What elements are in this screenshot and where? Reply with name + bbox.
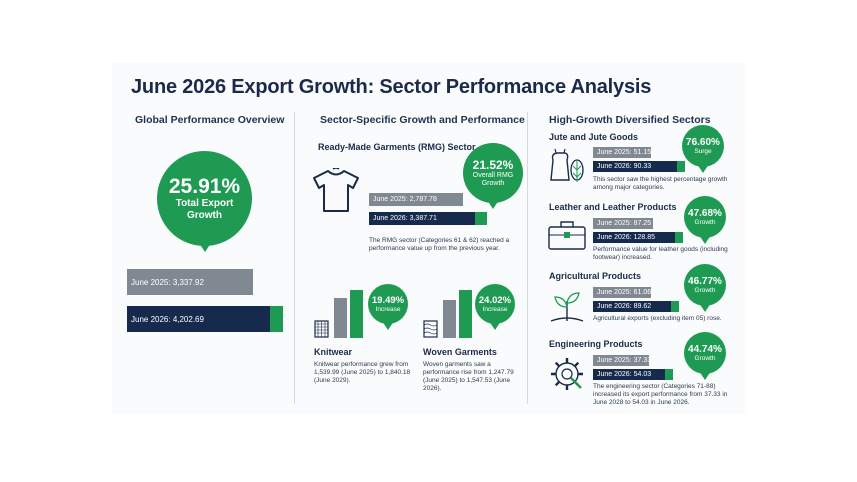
rmg-growth-badge: 21.52% Overall RMG Growth [463, 143, 523, 209]
total-growth-badge: 25.91% Total Export Growth [157, 151, 252, 252]
jute-growth-label: Surge [694, 147, 712, 155]
woven-growth-label: Increase [482, 305, 508, 313]
knitwear-bar-2026 [350, 290, 363, 338]
agri-bar-2026-label: June 2026: 89.62 [597, 303, 652, 310]
page-title: June 2026 Export Growth: Sector Performa… [131, 76, 652, 98]
leather-title: Leather and Leather Products [549, 202, 677, 212]
woven-growth-badge: 24.02% Increase [475, 284, 515, 330]
jute-note: This sector saw the highest percentage g… [593, 176, 728, 191]
eng-growth-percent: 44.74% [688, 343, 722, 355]
rmg-bar-2025: June 2025: 2,787.78 [369, 193, 463, 206]
agri-growth-badge: 46.77% Growth [684, 264, 726, 312]
leather-bar-2025: June 2025: 87.25 [593, 218, 653, 229]
leather-growth-badge: 47.68% Growth [684, 196, 726, 244]
rmg-growth-percent: 21.52% [472, 157, 514, 172]
jute-bar-2026: June 2026: 90.33 [593, 161, 685, 172]
column-divider [527, 112, 528, 404]
rmg-bar-2026: June 2026: 3,387.71 [369, 212, 487, 225]
rmg-growth-label: Overall RMG Growth [472, 171, 514, 187]
eng-growth-label: Growth [694, 354, 716, 362]
global-bar-2026: June 2026: 4,202.69 [127, 306, 283, 332]
section-heading-high: High-Growth Diversified Sectors [549, 114, 711, 126]
woven-fabric-icon [423, 320, 438, 338]
knitwear-growth-label: Increase [375, 305, 401, 313]
jute-bar-2025: June 2025: 51.15 [593, 147, 651, 158]
rmg-heading: Ready-Made Garments (RMG) Sector [318, 142, 476, 152]
rmg-bar-2026-label: June 2026: 3,387.71 [373, 215, 437, 222]
knit-fabric-icon [314, 320, 329, 338]
leather-bar-2026-label: June 2026: 128.85 [597, 234, 655, 241]
jute-bar-2025-label: June 2025: 51.15 [597, 149, 652, 156]
agri-growth-percent: 46.77% [688, 275, 722, 287]
knitwear-note: Knitwear performance grew from 1,539.99 … [314, 361, 411, 384]
tshirt-icon [313, 168, 359, 212]
eng-bar-2025: June 2025: 37.33 [593, 355, 652, 366]
jute-growth-percent: 76.60% [686, 136, 720, 148]
total-growth-label: Total Export Growth [175, 197, 234, 221]
eng-bar-2026-label: June 2026: 54.03 [597, 371, 652, 378]
woven-bar-2025 [443, 300, 456, 338]
eng-bar-2025-label: June 2025: 37.33 [597, 357, 652, 364]
agri-bar-2025-label: June 2025: 61.06 [597, 289, 652, 296]
knitwear-growth-badge: 19.49% Increase [368, 284, 408, 330]
knitwear-growth-percent: 19.49% [371, 294, 405, 306]
jute-bar-2026-label: June 2026: 90.33 [597, 163, 652, 170]
woven-title: Woven Garments [423, 347, 497, 357]
global-bar-2025: June 2025: 3,337.92 [127, 269, 253, 295]
section-heading-sector: Sector-Specific Growth and Performance [320, 114, 525, 126]
total-growth-percent: 25.91% [168, 174, 241, 198]
knitwear-title: Knitwear [314, 347, 353, 357]
eng-title: Engineering Products [549, 339, 643, 349]
jute-sack-icon [550, 148, 584, 182]
leather-growth-percent: 47.68% [688, 207, 722, 219]
section-heading-global: Global Performance Overview [135, 114, 285, 126]
eng-bar-2026: June 2026: 54.03 [593, 369, 673, 380]
woven-bar-2026 [459, 290, 472, 338]
woven-note: Woven garments saw a performance rise fr… [423, 361, 514, 392]
briefcase-icon [548, 221, 586, 250]
rmg-note: The RMG sector (Categories 61 & 62) reac… [369, 237, 510, 252]
eng-growth-badge: 44.74% Growth [684, 332, 726, 380]
gear-wrench-icon [551, 358, 583, 390]
rmg-bar-2025-label: June 2025: 2,787.78 [373, 196, 437, 203]
leather-note: Performance value for leather goods (inc… [593, 246, 728, 261]
column-divider [294, 112, 295, 404]
leather-growth-label: Growth [694, 218, 716, 226]
agri-bar-2025: June 2025: 61.06 [593, 287, 651, 298]
jute-growth-badge: 76.60% Surge [682, 125, 724, 173]
woven-growth-percent: 24.02% [478, 294, 512, 306]
global-bar-2025-label: June 2025: 3,337.92 [131, 277, 204, 287]
jute-title: Jute and Jute Goods [549, 132, 639, 142]
agri-title: Agricultural Products [549, 271, 642, 281]
global-bar-2026-label: June 2026: 4,202.69 [131, 314, 204, 324]
agri-note: Agricultural exports (excluding item 05)… [593, 315, 722, 322]
eng-note: The engineering sector (Categories 71-88… [593, 383, 728, 406]
agri-bar-2026: June 2026: 89.62 [593, 301, 679, 312]
plant-icon [550, 292, 584, 322]
agri-growth-label: Growth [694, 286, 716, 294]
leather-bar-2025-label: June 2025: 87.25 [597, 220, 652, 227]
knitwear-bar-2025 [334, 298, 347, 338]
leather-bar-2026: June 2026: 128.85 [593, 232, 683, 243]
